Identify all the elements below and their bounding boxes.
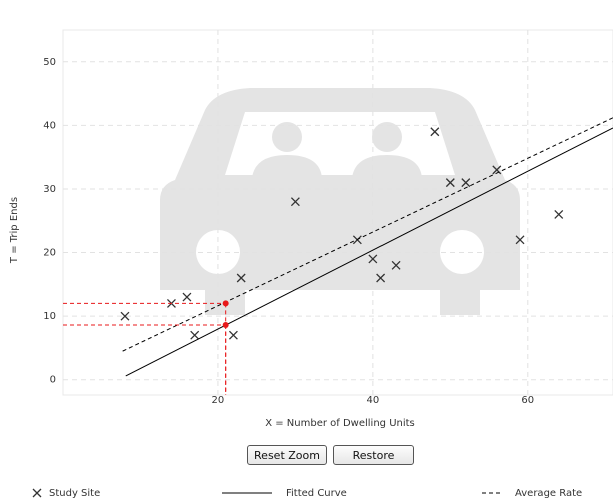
y-tick-label: 50 (43, 57, 56, 68)
page: {"chart_data": {"type": "scatter", "xlab… (0, 0, 613, 504)
y-tick-label: 0 (50, 375, 56, 386)
legend-label: Study Site (49, 488, 100, 499)
legend-label: Average Rate (515, 488, 582, 499)
y-tick-label: 20 (43, 248, 56, 259)
highlight-point (223, 300, 229, 306)
highlight-point (223, 322, 229, 328)
y-tick-label: 40 (43, 120, 56, 131)
x-axis-label: X = Number of Dwelling Units (265, 418, 415, 429)
reset-zoom-button[interactable]: Reset Zoom (247, 445, 327, 465)
chart: X = Number of Dwelling Units T = Trip En… (0, 0, 613, 504)
restore-button[interactable]: Restore (333, 445, 414, 465)
legend-label: Fitted Curve (286, 488, 347, 499)
x-tick-label: 40 (366, 395, 379, 406)
car-watermark (160, 88, 520, 315)
x-tick-label: 60 (521, 395, 534, 406)
legend-symbol (33, 489, 41, 497)
y-tick-label: 30 (43, 184, 56, 195)
y-tick-label: 10 (43, 311, 56, 322)
x-tick-label: 20 (212, 395, 225, 406)
y-axis-label: T = Trip Ends (9, 197, 20, 264)
